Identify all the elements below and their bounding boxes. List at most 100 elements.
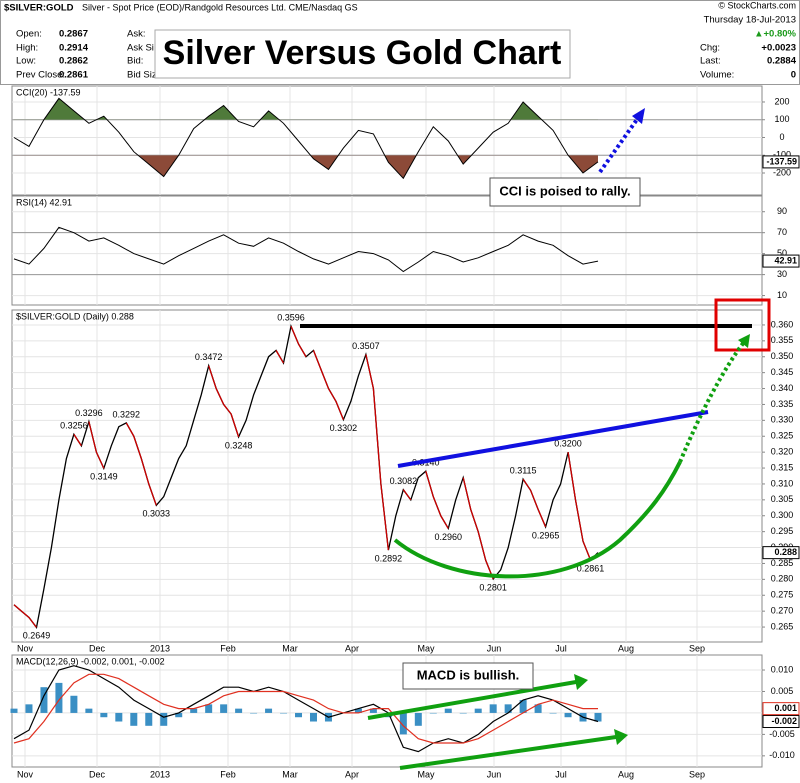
x-tick-label: Dec [89, 769, 106, 779]
histogram-bar [459, 712, 467, 714]
y-tick-label: 0.270 [771, 606, 794, 616]
title: Silver Versus Gold Chart [163, 34, 562, 72]
histogram-bar [295, 712, 303, 718]
down-segment [312, 350, 322, 370]
y-tick-label: 0.010 [771, 664, 794, 674]
panel-frame [11, 195, 763, 306]
down-segment [582, 540, 592, 561]
value-box [762, 702, 800, 716]
series-line [13, 665, 599, 753]
histogram-bar [250, 712, 258, 714]
x-tick-label: Jul [555, 643, 567, 653]
histogram-bar [534, 704, 542, 713]
value-label: 0.3292 [113, 409, 141, 419]
x-tick-label: Aug [618, 643, 634, 653]
chg-label: Chg: [700, 43, 720, 54]
annotation: CCI is poised to rally. [499, 183, 630, 198]
x-tick-label: Nov [17, 769, 34, 779]
histogram-bar [40, 687, 48, 713]
quote-label: Low: [16, 56, 36, 67]
down-segment [567, 452, 577, 500]
x-tick-label: Sep [689, 643, 705, 653]
quote-value: 0.2862 [59, 56, 88, 67]
histogram-bar [25, 704, 33, 713]
histogram-bar [564, 712, 572, 718]
book-label: Bid Size [127, 70, 162, 81]
down-segment [215, 388, 225, 405]
book-label: Ask: [127, 29, 145, 40]
y-tick-label: 0.345 [771, 367, 794, 377]
down-segment [327, 388, 337, 402]
histogram-bar [130, 712, 138, 726]
down-segment [125, 422, 135, 437]
y-tick-label: -0.010 [769, 750, 795, 760]
symbol: $SILVER:GOLD [4, 3, 74, 14]
panel-label: RSI(14) 42.91 [16, 197, 72, 207]
x-tick-label: Sep [689, 769, 705, 779]
y-tick-label: 0.300 [771, 510, 794, 520]
arrow-head [574, 674, 588, 690]
down-segment [537, 509, 547, 528]
x-tick-label: May [417, 643, 435, 653]
panels: 200 100 0 -100 -200 CCI(20) -137.59 -137.59 90 7… [10, 85, 800, 779]
histogram-bar [429, 712, 437, 714]
title-box [154, 29, 571, 79]
value-label: 0.2801 [479, 582, 507, 592]
down-segment [28, 617, 37, 628]
value-label: 0.3200 [554, 439, 582, 449]
y-tick-label: 0.315 [771, 462, 794, 472]
value-label: 0.3248 [225, 440, 253, 450]
down-segment [275, 350, 285, 364]
down-segment [402, 489, 412, 501]
arrow-head [614, 729, 628, 745]
down-segment [380, 483, 390, 551]
macd-arrow [367, 680, 577, 720]
x-tick-label: Dec [89, 643, 106, 653]
panel-label: $SILVER:GOLD (Daily) 0.288 [16, 311, 134, 321]
value-box-label: 0.288 [774, 547, 797, 557]
down-segment [462, 477, 472, 510]
down-segment [88, 421, 97, 453]
value-box-label: -137.59 [766, 156, 797, 166]
value-box-label: -0.002 [771, 716, 797, 726]
value-label: 0.2861 [577, 563, 605, 573]
down-segment [365, 354, 375, 389]
y-tick-label: 0.285 [771, 558, 794, 568]
annotation-box [402, 662, 534, 690]
x-tick-label: Feb [220, 643, 236, 653]
histogram-bar [549, 712, 557, 714]
histogram-bar [145, 712, 153, 726]
value-label: 0.3596 [277, 313, 305, 323]
y-tick-label: 0.335 [771, 399, 794, 409]
y-tick-label: 0.325 [771, 431, 794, 441]
x-tick-label: Apr [345, 769, 359, 779]
panel-label: MACD(12,26,9) -0.002, 0.001, -0.002 [16, 656, 165, 666]
date: Thursday 18-Jul-2013 [704, 15, 796, 26]
histogram-bar [489, 704, 497, 713]
base-curve [393, 461, 682, 579]
histogram-bar [399, 712, 407, 735]
macd-arrow [399, 735, 617, 770]
histogram-bar [280, 712, 288, 714]
y-tick-label: 0.280 [771, 574, 794, 584]
arrow-head [632, 108, 645, 124]
value-label: 0.3149 [90, 472, 118, 482]
down-segment [297, 343, 307, 358]
value-label: 0.3256 [60, 421, 88, 431]
x-tick-label: 2013 [150, 769, 170, 779]
histogram-bar [205, 704, 213, 713]
down-segment [522, 478, 532, 491]
histogram-bar [354, 708, 362, 713]
x-tick-label: Nov [17, 643, 34, 653]
y-tick-label: 30 [777, 269, 787, 279]
series-line [13, 673, 598, 744]
trend-line [397, 410, 709, 468]
value-label: 0.2649 [23, 631, 51, 641]
panel-frame [11, 85, 763, 196]
histogram-bar [70, 695, 78, 713]
y-tick-label: -100 [773, 150, 791, 160]
y-tick-label: 0.005 [771, 686, 794, 696]
histogram-bar [190, 708, 198, 713]
y-tick-label: 50 [777, 248, 787, 258]
